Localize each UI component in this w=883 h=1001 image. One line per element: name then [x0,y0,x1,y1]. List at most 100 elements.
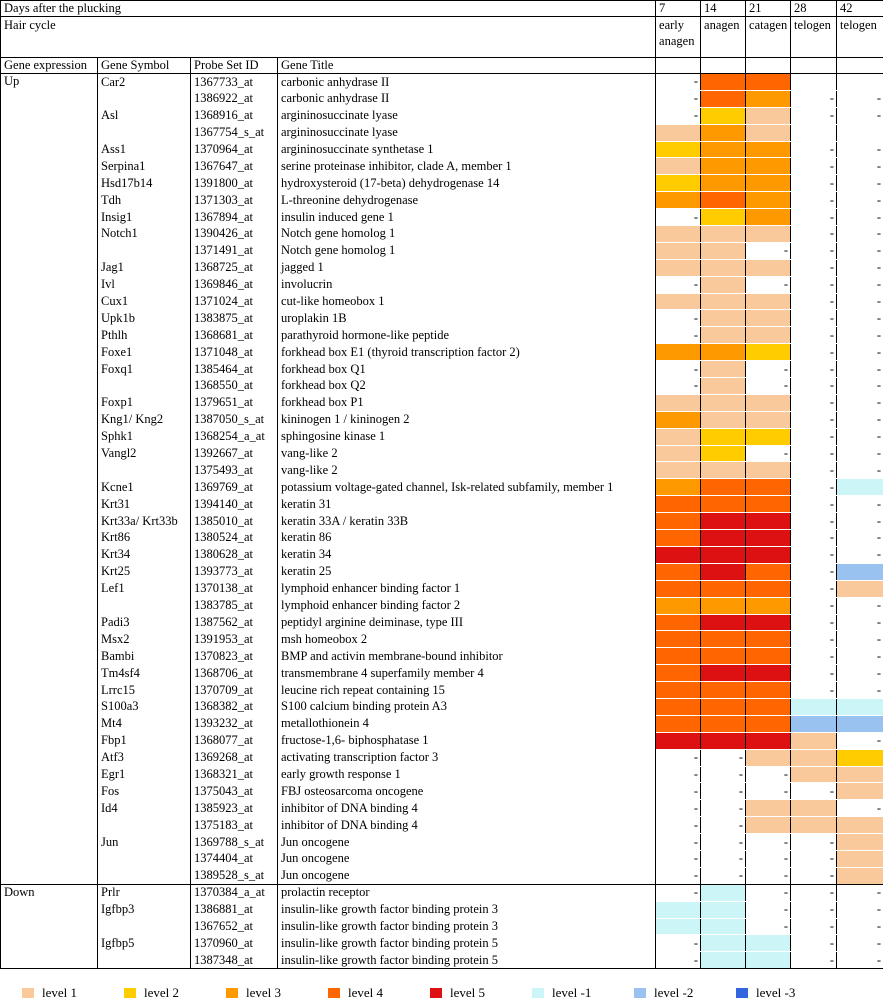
level-cell [746,175,791,192]
gene-title: keratin 34 [278,546,656,563]
level-cell [701,698,746,715]
gene-title: Jun oncogene [278,834,656,851]
header-cell [837,58,883,74]
no-change-cell: - [837,344,883,361]
day-header: 21 [746,1,791,17]
level-cell [837,766,883,783]
gene-title: vang-like 2 [278,462,656,479]
level-cell [837,698,883,715]
no-change-cell: - [837,209,883,226]
level-cell [701,513,746,530]
probe-id: 1380628_at [191,546,278,563]
level-cell [746,462,791,479]
level-cell [746,563,791,580]
level-cell [701,226,746,243]
level-cell [701,682,746,699]
no-change-cell: - [791,496,837,513]
probe-id: 1389528_s_at [191,867,278,884]
legend-swatch [736,988,748,998]
legend-swatch [430,988,442,998]
level-cell [701,935,746,952]
gene-title: cut-like homeobox 1 [278,293,656,310]
gene-symbol: Jag1 [98,259,191,276]
empty-cell [791,74,837,91]
level-cell [746,935,791,952]
legend-label: level -1 [552,985,591,1001]
gene-title: lymphoid enhancer binding factor 2 [278,597,656,614]
no-change-cell: - [656,935,701,952]
probe-id: 1368725_at [191,259,278,276]
probe-id: 1375493_at [191,462,278,479]
no-change-cell: - [791,394,837,411]
gene-title: serine proteinase inhibitor, clade A, me… [278,158,656,175]
gene-symbol: Lrrc15 [98,682,191,699]
no-change-cell: - [837,175,883,192]
header-cell [791,58,837,74]
no-change-cell: - [837,90,883,107]
level-cell [701,124,746,141]
level-cell [656,462,701,479]
gene-symbol: Igfbp3 [98,901,191,918]
no-change-cell: - [791,293,837,310]
no-change-cell: - [791,850,837,867]
no-change-cell: - [746,378,791,395]
gene-title: argininosuccinate lyase [278,107,656,124]
level-cell [746,394,791,411]
level-cell [701,192,746,209]
gene-symbol [98,90,191,107]
day-header: 14 [701,1,746,17]
no-change-cell: - [791,665,837,682]
no-change-cell: - [837,530,883,547]
probe-id: 1368321_at [191,766,278,783]
level-cell [656,445,701,462]
level-cell [656,394,701,411]
no-change-cell: - [791,242,837,259]
level-cell [746,698,791,715]
gene-symbol: Lef1 [98,580,191,597]
gene-title: Notch gene homolog 1 [278,226,656,243]
no-change-cell: - [837,192,883,209]
no-change-cell: - [656,90,701,107]
no-change-cell: - [837,293,883,310]
gene-title: involucrin [278,276,656,293]
day-header: 28 [791,1,837,17]
no-change-cell: - [791,276,837,293]
level-cell [791,766,837,783]
level-cell [656,124,701,141]
level-cell [837,867,883,884]
no-change-cell: - [656,783,701,800]
cycle-header: early anagen [656,17,701,58]
probe-id: 1368550_at [191,378,278,395]
no-change-cell: - [791,411,837,428]
level-cell [746,546,791,563]
gene-title: fructose-1,6- biphosphatase 1 [278,732,656,749]
no-change-cell: - [746,445,791,462]
empty-cell [837,74,883,91]
probe-id: 1379651_at [191,394,278,411]
no-change-cell: - [791,327,837,344]
gene-title: potassium voltage-gated channel, Isk-rel… [278,479,656,496]
gene-symbol [98,850,191,867]
gene-symbol: Cux1 [98,293,191,310]
probe-id: 1368382_at [191,698,278,715]
no-change-cell: - [656,884,701,901]
level-cell [701,361,746,378]
no-change-cell: - [791,226,837,243]
level-cell [746,411,791,428]
column-header: Gene Symbol [98,58,191,74]
no-change-cell: - [791,648,837,665]
legend-label: level 1 [42,985,77,1001]
probe-id: 1383875_at [191,310,278,327]
level-cell [837,563,883,580]
probe-id: 1370709_at [191,682,278,699]
legend-label: level 5 [450,985,485,1001]
no-change-cell: - [791,90,837,107]
no-change-cell: - [837,462,883,479]
level-cell [701,445,746,462]
